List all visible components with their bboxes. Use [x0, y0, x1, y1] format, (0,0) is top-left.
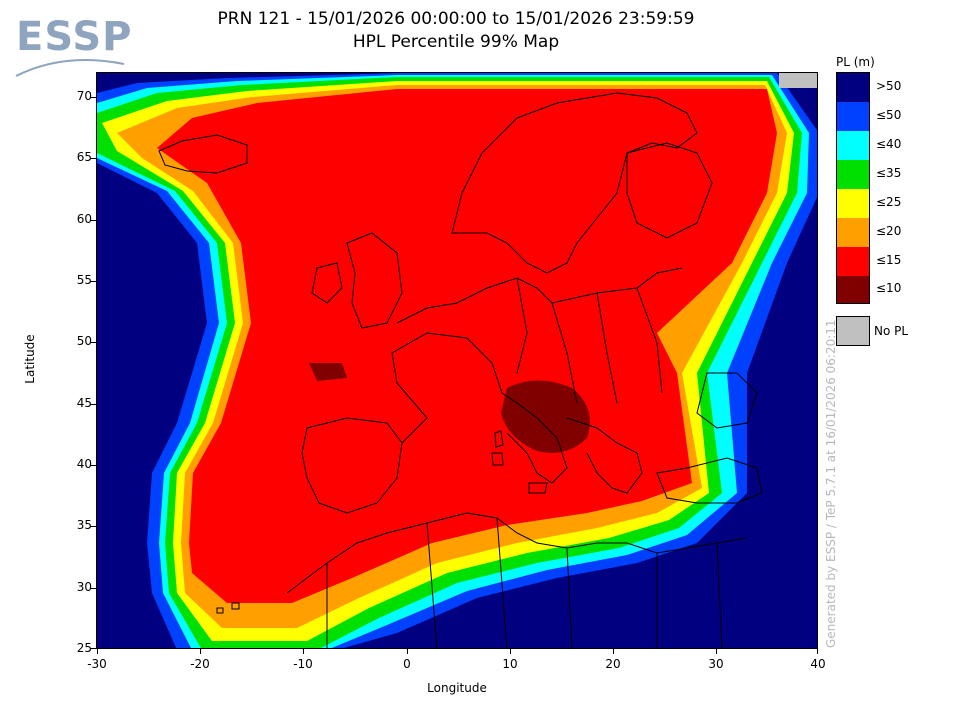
legend-swatch [837, 276, 869, 303]
map-title: PRN 121 - 15/01/2026 00:00:00 to 15/01/2… [217, 9, 695, 29]
map-svg [97, 73, 817, 648]
legend-swatch [837, 189, 869, 218]
legend-no-pl-label: No PL [874, 324, 909, 338]
ytick-label: 65 [76, 150, 92, 164]
no-pl-region [779, 73, 817, 88]
hpl-map[interactable] [96, 72, 818, 649]
legend-label: ≤40 [876, 137, 902, 151]
xtick-mark [200, 649, 201, 654]
y-axis-label: Latitude [23, 334, 37, 384]
contour-darkred-adriatic [501, 380, 590, 453]
ytick-label: 50 [76, 334, 92, 348]
xtick-mark [817, 649, 818, 654]
ytick-label: 25 [76, 641, 92, 655]
legend-label: ≤20 [876, 224, 902, 238]
coastlines [158, 92, 763, 648]
legend-no-pl-swatch [836, 316, 870, 346]
ytick-mark [90, 342, 96, 343]
x-axis-label: Longitude [427, 681, 487, 695]
legend-colorbar [836, 72, 870, 304]
legend-label: ≤50 [876, 108, 902, 122]
xtick-label: 20 [605, 657, 621, 671]
ytick-mark [90, 526, 96, 527]
ytick-label: 70 [76, 89, 92, 103]
legend-swatch [837, 131, 869, 160]
xtick-mark [613, 649, 614, 654]
ytick-mark [90, 97, 96, 98]
ytick-mark [90, 158, 96, 159]
legend-swatch [837, 73, 869, 102]
xtick-label: -10 [293, 657, 313, 671]
essp-logo: ESSP [14, 14, 134, 84]
contour-darkred-biscay [309, 363, 347, 381]
ytick-mark [90, 465, 96, 466]
ytick-mark [90, 404, 96, 405]
xtick-label: 10 [502, 657, 518, 671]
logo-swoosh-icon [15, 59, 125, 77]
ytick-mark [90, 281, 96, 282]
legend-label: ≤35 [876, 166, 902, 180]
legend-swatch [837, 218, 869, 247]
legend-label: >50 [876, 79, 902, 93]
legend-title: PL (m) [836, 55, 875, 69]
xtick-label: -20 [190, 657, 210, 671]
xtick-mark [407, 649, 408, 654]
logo-text: ESSP [16, 14, 133, 60]
legend-swatch [837, 247, 869, 276]
ytick-label: 30 [76, 580, 92, 594]
xtick-mark [97, 649, 98, 654]
legend-label: ≤25 [876, 195, 902, 209]
xtick-label: 30 [708, 657, 724, 671]
ytick-label: 40 [76, 457, 92, 471]
xtick-label: 0 [403, 657, 411, 671]
ytick-label: 45 [76, 396, 92, 410]
ytick-mark [90, 648, 96, 649]
xtick-mark [510, 649, 511, 654]
legend-swatch [837, 160, 869, 189]
xtick-mark [716, 649, 717, 654]
contour-red [157, 89, 777, 603]
xtick-mark [303, 649, 304, 654]
ytick-mark [90, 220, 96, 221]
ytick-label: 35 [76, 518, 92, 532]
xtick-label: -30 [87, 657, 107, 671]
ytick-label: 60 [76, 212, 92, 226]
legend-swatch [837, 102, 869, 131]
map-subtitle: HPL Percentile 99% Map [352, 32, 560, 52]
legend-label: ≤10 [876, 281, 902, 295]
generated-note: Generated by ESSP / TeP 5.7.1 at 16/01/2… [824, 319, 838, 648]
xtick-label: 40 [810, 657, 826, 671]
legend-label: ≤15 [876, 253, 902, 267]
ytick-label: 55 [76, 273, 92, 287]
ytick-mark [90, 588, 96, 589]
